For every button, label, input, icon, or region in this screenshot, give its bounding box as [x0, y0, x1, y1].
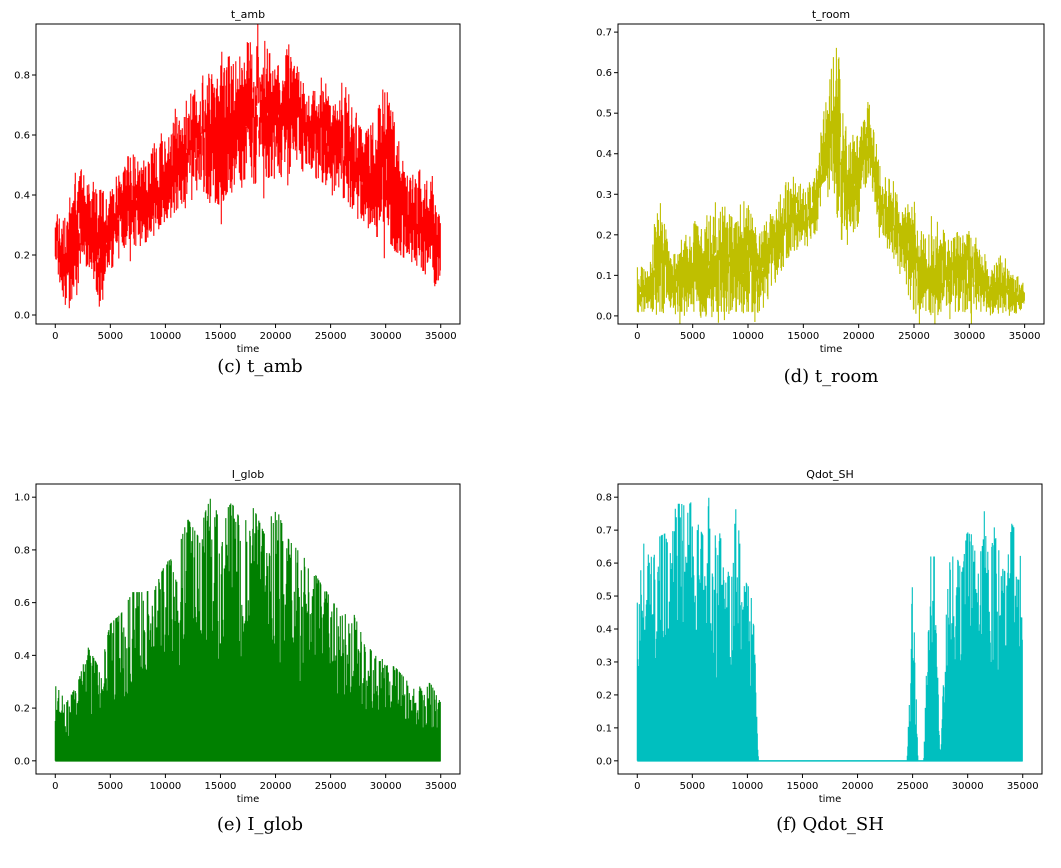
figure-caption: (f) Qdot_SH: [776, 814, 884, 835]
chart-title: I_glob: [232, 468, 265, 481]
x-tick-label: 0: [52, 331, 58, 342]
x-tick-label: 5000: [98, 331, 123, 342]
x-tick-label: 10000: [149, 781, 181, 792]
x-axis-label: time: [237, 794, 260, 805]
y-tick-label: 0.8: [14, 545, 30, 556]
chart-panel-3: Qdot_SH 0 5000 10000 15000 20000 25000 30000 350…: [596, 468, 1043, 835]
x-tick-label: 35000: [425, 781, 457, 792]
y-tick-label: 0.6: [596, 559, 612, 570]
plot-frame: [35, 483, 461, 775]
plot-frame: [35, 23, 461, 325]
y-tick-label: 0.3: [596, 657, 612, 668]
y-tick-label: 0.0: [596, 756, 612, 767]
x-axis-label: time: [237, 344, 260, 355]
y-tick-label: 0.4: [596, 149, 612, 160]
x-tick-label: 15000: [787, 781, 819, 792]
plot-frame: [617, 23, 1045, 325]
chart-panel-1: t_room 0 5000 10000 15000 20000 25000 30000 3500…: [596, 8, 1045, 387]
x-tick-label: 0: [52, 781, 58, 792]
x-tick-label: 35000: [1009, 331, 1041, 342]
chart-panel-2: I_glob 0 5000 10000 15000 20000 25000 30000 3500…: [14, 468, 461, 835]
x-axis-label: time: [820, 344, 843, 355]
x-tick-label: 5000: [680, 331, 705, 342]
y-tick-label: 0.4: [14, 651, 30, 662]
figure-caption: (d) t_room: [784, 366, 879, 387]
figure-caption: (e) I_glob: [217, 814, 303, 835]
x-tick-label: 25000: [315, 781, 347, 792]
x-tick-label: 35000: [1007, 781, 1039, 792]
x-tick-label: 10000: [731, 781, 763, 792]
x-tick-label: 20000: [842, 781, 874, 792]
x-tick-label: 25000: [897, 781, 929, 792]
x-tick-label: 5000: [680, 781, 705, 792]
y-tick-label: 0.7: [596, 28, 612, 39]
y-tick-label: 0.2: [14, 704, 30, 715]
x-tick-label: 15000: [205, 331, 237, 342]
x-tick-label: 0: [634, 781, 640, 792]
x-tick-label: 15000: [787, 331, 819, 342]
x-tick-label: 10000: [149, 331, 181, 342]
figure-caption: (c) t_amb: [217, 356, 302, 377]
y-tick-label: 0.6: [14, 131, 30, 142]
y-tick-label: 0.0: [596, 311, 612, 322]
x-tick-label: 25000: [315, 331, 347, 342]
y-tick-label: 0.7: [596, 526, 612, 537]
y-tick-label: 0.0: [14, 756, 30, 767]
x-tick-label: 15000: [205, 781, 237, 792]
y-tick-label: 0.5: [596, 592, 612, 603]
y-tick-label: 0.5: [596, 109, 612, 120]
series-line: [636, 497, 1023, 762]
x-tick-label: 35000: [425, 331, 457, 342]
y-tick-label: 0.2: [596, 230, 612, 241]
y-tick-label: 0.1: [596, 723, 612, 734]
series-line: [54, 498, 441, 762]
chart-title: t_amb: [231, 8, 265, 21]
y-tick-label: 0.3: [596, 190, 612, 201]
y-tick-label: 0.6: [596, 68, 612, 79]
x-tick-label: 25000: [898, 331, 930, 342]
x-tick-label: 5000: [98, 781, 123, 792]
x-tick-label: 20000: [843, 331, 875, 342]
y-tick-label: 0.2: [596, 690, 612, 701]
y-tick-label: 0.8: [14, 71, 30, 82]
y-tick-label: 0.8: [596, 493, 612, 504]
y-tick-label: 0.4: [14, 191, 30, 202]
x-tick-label: 0: [634, 331, 640, 342]
x-tick-label: 30000: [370, 781, 402, 792]
series-line: [54, 24, 441, 309]
y-tick-label: 1.0: [14, 493, 30, 504]
x-tick-label: 30000: [953, 331, 985, 342]
y-tick-label: 0.0: [14, 311, 30, 322]
chart-panel-0: t_amb 0 5000 10000 15000 20000 25000 30000 35000…: [14, 8, 461, 377]
x-tick-label: 20000: [260, 781, 292, 792]
y-tick-label: 0.4: [596, 625, 612, 636]
chart-title: Qdot_SH: [806, 468, 853, 481]
y-tick-label: 0.2: [14, 251, 30, 262]
x-tick-label: 30000: [370, 331, 402, 342]
x-axis-label: time: [819, 794, 842, 805]
chart-title: t_room: [812, 8, 850, 21]
x-tick-label: 20000: [260, 331, 292, 342]
y-tick-label: 0.6: [14, 598, 30, 609]
series-line: [636, 47, 1025, 324]
x-tick-label: 10000: [732, 331, 764, 342]
y-tick-label: 0.1: [596, 271, 612, 282]
x-tick-label: 30000: [952, 781, 984, 792]
